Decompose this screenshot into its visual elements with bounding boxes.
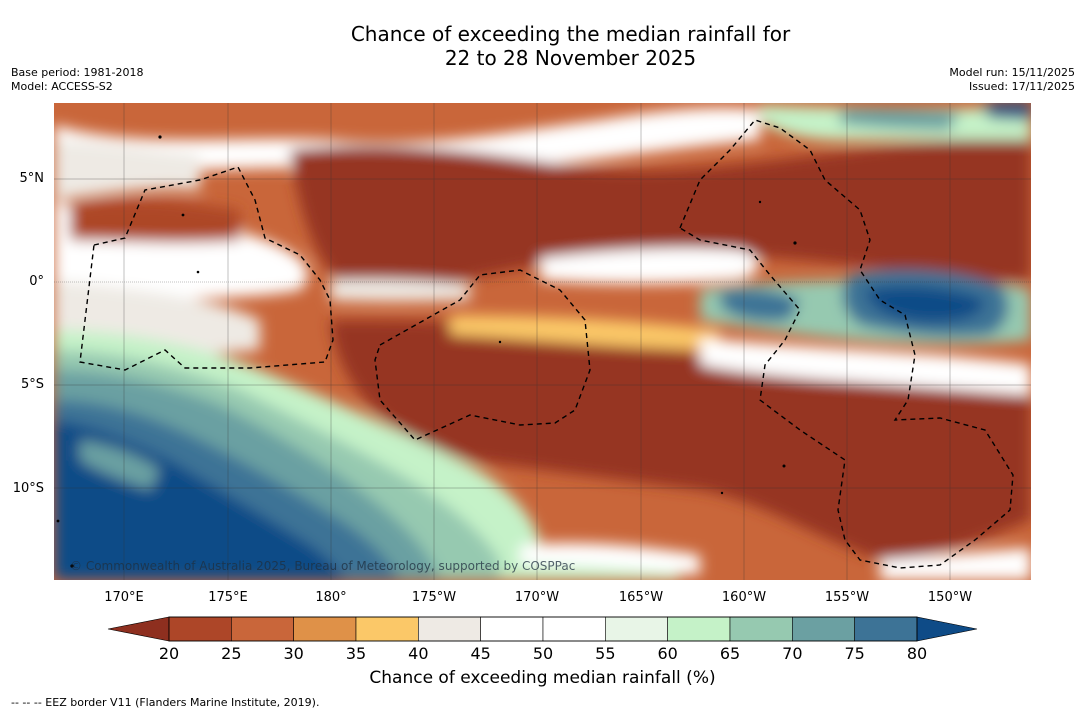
colorbar-cell [293,616,357,642]
lon-label-150w: 150°W [927,590,973,605]
eez-footnote: -- -- -- EEZ border V11 (Flanders Marine… [11,696,320,709]
colorbar-low-extension [107,616,170,642]
colorbar-tick-label: 55 [595,644,616,663]
lon-label-155w: 155°W [824,590,870,605]
lon-label-175e: 175°E [208,590,248,605]
colorbar-tick-label: 60 [657,644,678,663]
colorbar-cell [605,616,668,642]
colorbar-tick-label: 45 [470,644,491,663]
colorbar-cell [542,616,606,642]
meta-left: Base period: 1981-2018 Model: ACCESS-S2 [11,66,143,94]
lon-label-160w: 160°W [721,590,767,605]
model-name: Model: ACCESS-S2 [11,80,113,93]
colorbar-cell [355,616,419,642]
colorbar-cell [667,616,731,642]
lat-label-0: 0° [29,274,44,289]
colorbar-tick-label: 65 [719,644,741,663]
colorbar-tick-label: 70 [782,644,803,663]
colorbar-cell [168,616,232,642]
meta-right: Model run: 15/11/2025 Issued: 17/11/2025 [949,66,1075,94]
colorbar-high-extension [916,616,978,642]
colorbar-cell [231,616,294,642]
colorbar-tick-label: 75 [844,644,865,663]
chart-title: Chance of exceeding the median rainfall … [0,22,1085,70]
title-line-1: Chance of exceeding the median rainfall … [350,22,791,46]
colorbar-cell [480,616,544,642]
colorbar-tick-label: 50 [532,644,554,663]
base-period: Base period: 1981-2018 [11,66,144,79]
lat-label-5n: 5°N [19,171,45,186]
colorbar-cell [854,616,918,642]
colorbar-tick-label: 30 [283,644,304,663]
eez-borders [79,119,1014,569]
lon-label-170e: 170°E [104,590,144,605]
lon-label-165w: 165°W [618,590,664,605]
colorbar-cell [418,616,481,642]
lat-label-5s: 5°S [20,377,44,392]
copyright-text: © Commonwealth of Australia 2025, Bureau… [70,559,576,573]
map-field [54,103,1031,580]
colorbar [107,616,978,642]
lat-label-10s: 10°S [12,481,44,496]
colorbar-cell [729,616,793,642]
lon-label-175w: 175°W [411,590,457,605]
colorbar-cell [792,616,855,642]
colorbar-tick-label: 40 [408,644,429,663]
colorbar-tick-label: 25 [221,644,242,663]
colorbar-tick-label: 20 [158,644,180,663]
lon-label-170w: 170°W [514,590,560,605]
colorbar-tick-label: 35 [345,644,367,663]
model-run: Model run: 15/11/2025 [949,66,1075,79]
lon-label-180: 180° [315,590,347,605]
title-line-2: 22 to 28 November 2025 [444,46,697,70]
issued-date: Issued: 17/11/2025 [968,80,1075,93]
islands [56,135,797,568]
colorbar-tick-label: 80 [906,644,928,663]
colorbar-title: Chance of exceeding median rainfall (%) [369,668,716,688]
